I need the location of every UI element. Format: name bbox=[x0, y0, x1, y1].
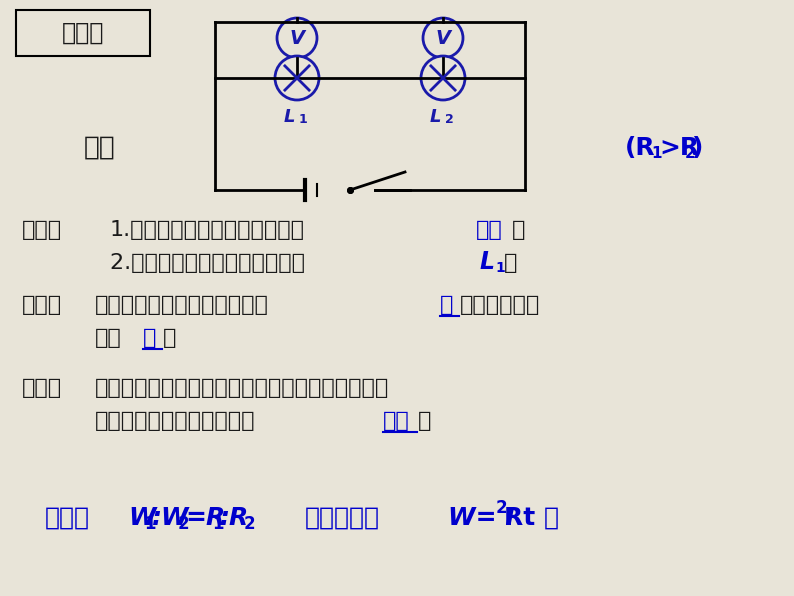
Text: 串联：: 串联： bbox=[45, 506, 90, 530]
Text: 现象：: 现象： bbox=[22, 295, 62, 315]
Text: 1: 1 bbox=[299, 113, 308, 126]
Text: 1.通过两灯的电流什么关系？（: 1.通过两灯的电流什么关系？（ bbox=[110, 220, 305, 240]
Text: 相等: 相等 bbox=[476, 220, 503, 240]
Text: ；电压越低，: ；电压越低， bbox=[460, 295, 540, 315]
Text: 2: 2 bbox=[244, 515, 256, 533]
Text: 1: 1 bbox=[212, 515, 223, 533]
Text: 串联: 串联 bbox=[84, 135, 116, 161]
Text: L: L bbox=[430, 108, 441, 126]
Text: 活动一: 活动一 bbox=[62, 21, 104, 45]
Text: 灯越: 灯越 bbox=[95, 328, 121, 348]
Text: 亮: 亮 bbox=[440, 295, 453, 315]
Text: 1: 1 bbox=[495, 261, 505, 275]
Text: 1: 1 bbox=[651, 145, 661, 160]
Text: 器上的电压越高，电流做功: 器上的电压越高，电流做功 bbox=[95, 411, 256, 431]
Text: =R: =R bbox=[185, 506, 225, 530]
Text: (R: (R bbox=[625, 136, 656, 160]
Text: :R: :R bbox=[220, 506, 249, 530]
Text: 暗: 暗 bbox=[143, 328, 156, 348]
Text: 2.哪个灯泡两端的电压高呢？（: 2.哪个灯泡两端的电压高呢？（ bbox=[110, 253, 319, 273]
Text: V: V bbox=[435, 29, 450, 48]
Circle shape bbox=[277, 18, 317, 58]
Text: V: V bbox=[290, 29, 305, 48]
Text: ): ) bbox=[692, 136, 703, 160]
Circle shape bbox=[423, 18, 463, 58]
Text: L: L bbox=[480, 250, 495, 274]
Text: L: L bbox=[283, 108, 295, 126]
Text: 常用公式：: 常用公式： bbox=[305, 506, 380, 530]
Text: 。: 。 bbox=[418, 411, 431, 431]
Text: ）: ） bbox=[512, 220, 526, 240]
Text: 2: 2 bbox=[496, 499, 507, 517]
Text: 2: 2 bbox=[685, 145, 696, 160]
Text: 1: 1 bbox=[144, 515, 156, 533]
Text: 通过用电器的电流和通电时间都相同时，加在用电: 通过用电器的电流和通电时间都相同时，加在用电 bbox=[95, 378, 389, 398]
FancyBboxPatch shape bbox=[16, 10, 150, 56]
Text: Rt 。: Rt 。 bbox=[504, 506, 559, 530]
Circle shape bbox=[275, 56, 319, 100]
Text: 思考：: 思考： bbox=[22, 220, 62, 240]
Text: 小灯泡两端电压越高，灯泡越: 小灯泡两端电压越高，灯泡越 bbox=[95, 295, 269, 315]
Text: 结论：: 结论： bbox=[22, 378, 62, 398]
Text: 2: 2 bbox=[178, 515, 190, 533]
Circle shape bbox=[421, 56, 465, 100]
Text: W= I: W= I bbox=[448, 506, 515, 530]
Text: 。: 。 bbox=[163, 328, 176, 348]
Text: ）: ） bbox=[504, 253, 518, 273]
Text: W: W bbox=[128, 506, 156, 530]
Text: >R: >R bbox=[659, 136, 700, 160]
Text: :W: :W bbox=[152, 506, 190, 530]
Text: 越多: 越多 bbox=[383, 411, 410, 431]
Text: 2: 2 bbox=[445, 113, 453, 126]
